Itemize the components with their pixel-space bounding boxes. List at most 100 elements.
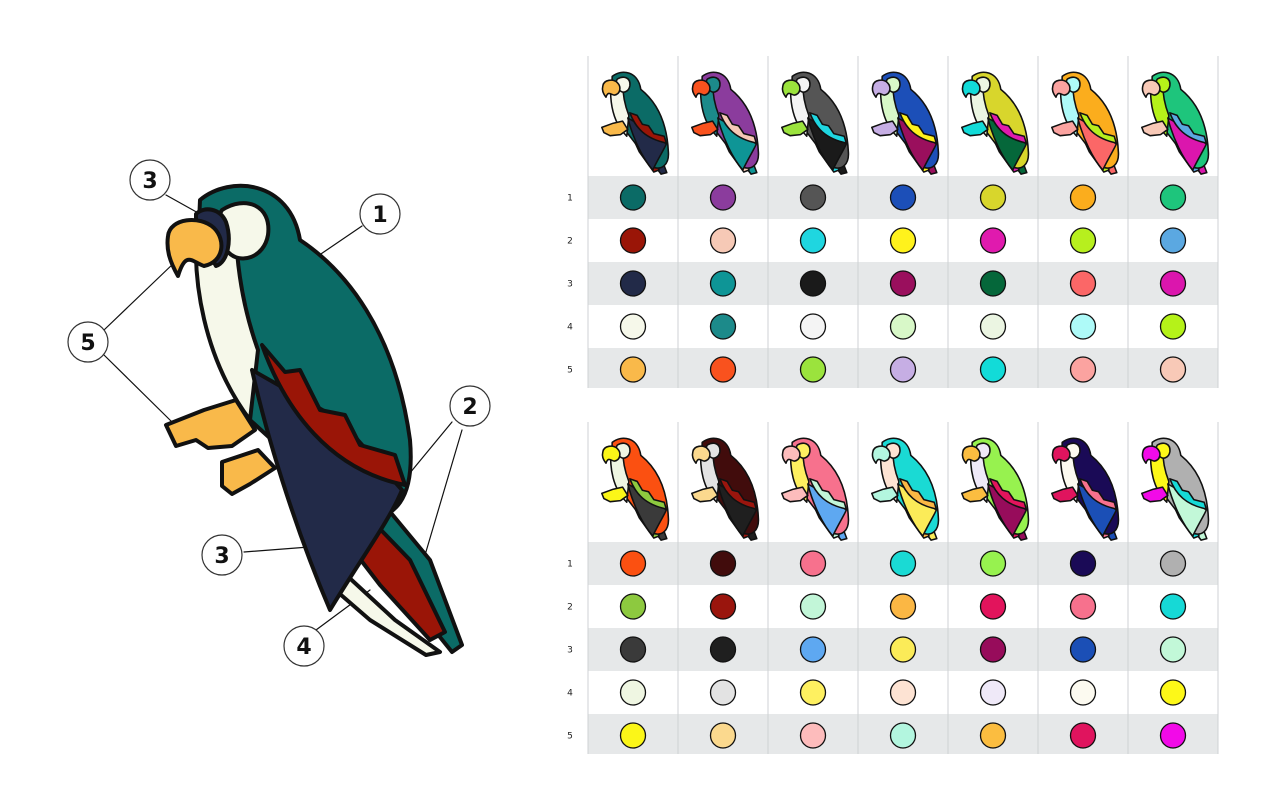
svg-text:1: 1 <box>372 203 387 228</box>
color-swatch <box>709 636 737 663</box>
row-label: 3 <box>567 646 573 656</box>
color-swatch <box>889 227 917 254</box>
color-swatch <box>1069 550 1097 577</box>
color-swatch <box>799 679 827 706</box>
color-swatch <box>619 184 647 211</box>
row-label: 4 <box>567 689 573 699</box>
leader-lines <box>103 194 463 631</box>
parrot-thumbnail-grey <box>781 71 850 175</box>
callout-3-top: 3 <box>129 159 171 201</box>
color-swatch <box>1069 722 1097 749</box>
parrot-thumbnail-maroon <box>691 437 760 541</box>
color-swatch <box>1159 722 1187 749</box>
parrot-thumbnail-navy <box>1051 437 1120 541</box>
color-swatch <box>799 313 827 340</box>
svg-text:3: 3 <box>214 544 229 569</box>
color-swatch <box>619 636 647 663</box>
parrot-foot-lower <box>220 448 277 496</box>
color-swatch <box>709 722 737 749</box>
svg-text:5: 5 <box>80 331 95 356</box>
parrot-thumbnail-green <box>1141 71 1210 175</box>
color-swatch <box>1159 227 1187 254</box>
color-swatch <box>1069 313 1097 340</box>
color-swatch <box>1159 550 1187 577</box>
color-swatch <box>889 313 917 340</box>
color-swatch <box>709 270 737 297</box>
row-label: 2 <box>567 603 573 613</box>
row-label: 1 <box>567 194 573 204</box>
color-swatch <box>1069 184 1097 211</box>
parrot-foot-upper <box>164 398 257 450</box>
color-swatch <box>979 679 1007 706</box>
color-swatch <box>1069 227 1097 254</box>
parrot-beak <box>165 218 224 278</box>
color-swatch <box>799 227 827 254</box>
color-swatch <box>979 356 1007 383</box>
parrot-illustration <box>103 183 464 657</box>
row-label: 2 <box>567 237 573 247</box>
color-swatch <box>709 593 737 620</box>
svg-text:3: 3 <box>142 169 157 194</box>
parrot-wing-red <box>260 343 407 487</box>
color-swatch <box>619 356 647 383</box>
svg-text:4: 4 <box>296 635 311 660</box>
callout-1: 1 <box>359 193 401 235</box>
color-swatch <box>889 184 917 211</box>
row-label: 5 <box>567 366 573 376</box>
color-swatch <box>1069 356 1097 383</box>
color-swatch <box>619 227 647 254</box>
color-swatch <box>1069 593 1097 620</box>
color-swatch <box>799 636 827 663</box>
color-swatch <box>709 356 737 383</box>
color-swatch <box>709 313 737 340</box>
color-swatch <box>979 270 1007 297</box>
color-swatch <box>889 722 917 749</box>
parrot-thumbnail-red-orange <box>601 437 670 541</box>
palette-table-bottom: 1 2 3 4 5 <box>567 422 1219 754</box>
color-swatch <box>619 270 647 297</box>
color-swatch <box>979 636 1007 663</box>
parrot-thumbnail-silver <box>1141 437 1210 541</box>
parrot-thumbnail-cyan <box>871 437 940 541</box>
color-swatch <box>1159 184 1187 211</box>
callout-5: 5 <box>67 321 109 363</box>
main-parrot-diagram: 3 1 5 2 3 4 <box>67 159 491 667</box>
color-swatch <box>889 636 917 663</box>
row-label: 4 <box>567 323 573 333</box>
parrot-thumbnail-purple <box>691 71 760 175</box>
svg-text:2: 2 <box>462 395 477 420</box>
color-swatch <box>1069 636 1097 663</box>
color-swatch <box>979 184 1007 211</box>
color-swatch <box>619 593 647 620</box>
color-swatch <box>979 550 1007 577</box>
color-swatch <box>1159 356 1187 383</box>
color-swatch <box>979 313 1007 340</box>
color-swatch <box>1069 679 1097 706</box>
color-swatch <box>709 550 737 577</box>
callout-3-bottom: 3 <box>201 534 243 576</box>
color-swatch <box>799 593 827 620</box>
color-swatch <box>1069 270 1097 297</box>
color-swatch <box>979 593 1007 620</box>
color-swatch <box>1159 636 1187 663</box>
color-swatch <box>889 270 917 297</box>
color-swatch <box>709 227 737 254</box>
color-swatch <box>889 550 917 577</box>
parrot-thumbnail-lime <box>961 71 1030 175</box>
color-swatch <box>619 722 647 749</box>
color-swatch <box>709 184 737 211</box>
callout-2: 2 <box>449 385 491 427</box>
color-swatch <box>979 227 1007 254</box>
color-swatch <box>889 679 917 706</box>
color-swatch <box>619 313 647 340</box>
parrot-lower-body <box>250 368 404 612</box>
row-label: 3 <box>567 280 573 290</box>
parrot-thumbnail-teal <box>601 71 670 175</box>
color-swatch <box>1159 270 1187 297</box>
callout-4: 4 <box>283 625 325 667</box>
parrot-thumbnail-blue <box>871 71 940 175</box>
color-swatch <box>1159 679 1187 706</box>
color-swatch <box>799 356 827 383</box>
color-swatch <box>1159 313 1187 340</box>
color-swatch <box>799 184 827 211</box>
